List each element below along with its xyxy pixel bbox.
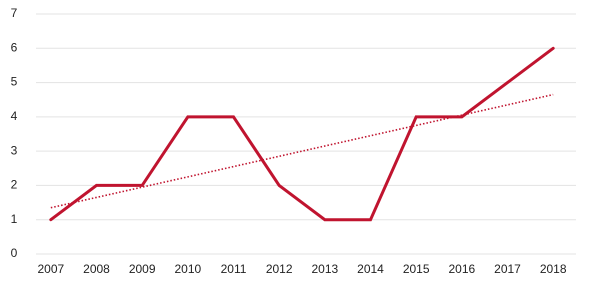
y-tick-label: 1 xyxy=(11,212,18,226)
y-tick-label: 6 xyxy=(11,40,18,54)
x-tick-label: 2018 xyxy=(540,262,567,276)
x-tick-label: 2011 xyxy=(221,262,247,276)
y-tick-label: 2 xyxy=(11,178,18,192)
x-tick-label: 2013 xyxy=(311,262,338,276)
x-tick-label: 2009 xyxy=(129,262,156,276)
x-tick-label: 2016 xyxy=(448,262,475,276)
x-tick-label: 2007 xyxy=(37,262,64,276)
y-tick-label: 7 xyxy=(11,6,18,20)
series-line xyxy=(49,46,555,222)
x-tick-label: 2012 xyxy=(266,262,293,276)
y-tick-label: 0 xyxy=(11,246,18,260)
x-tick-label: 2015 xyxy=(403,262,430,276)
y-tick-label: 3 xyxy=(11,143,18,157)
x-tick-label: 2014 xyxy=(357,262,384,276)
y-tick-label: 4 xyxy=(11,109,18,123)
x-tick-label: 2017 xyxy=(494,262,521,276)
x-tick-label: 2008 xyxy=(83,262,110,276)
y-tick-label: 5 xyxy=(11,75,18,89)
x-tick-label: 2010 xyxy=(174,262,201,276)
